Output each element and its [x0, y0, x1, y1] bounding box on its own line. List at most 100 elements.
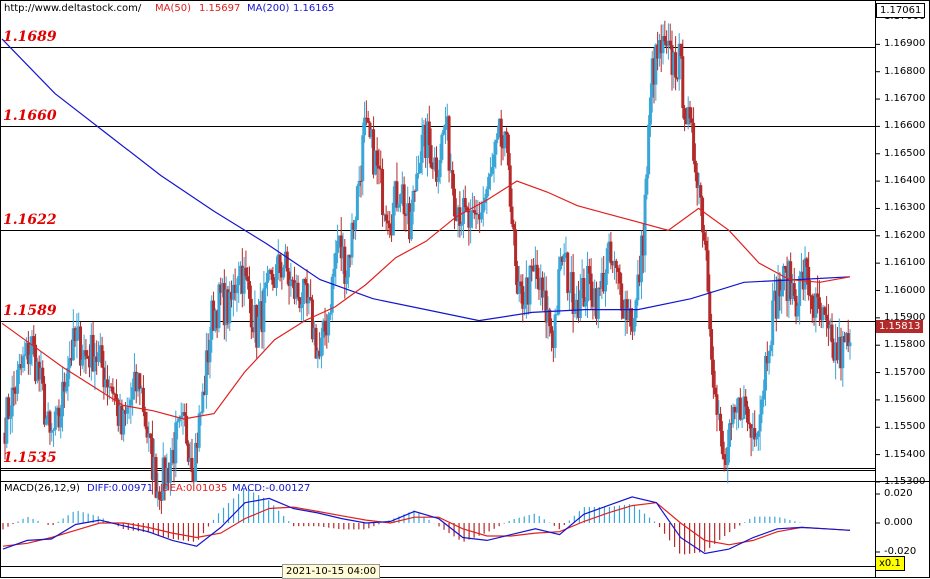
candle-body — [648, 97, 652, 125]
candle-body — [589, 273, 593, 301]
candle-body — [217, 284, 221, 329]
candle-body — [616, 267, 620, 273]
candle-body — [149, 433, 153, 439]
candle-body — [505, 131, 509, 135]
candle-body — [535, 264, 539, 280]
candle-body — [679, 43, 683, 57]
candle-body — [377, 165, 381, 169]
candle-body — [517, 281, 521, 294]
candle-body — [762, 390, 766, 400]
candle-body — [291, 279, 295, 281]
candle-body — [118, 405, 122, 426]
candle-body — [363, 117, 367, 136]
candle-body — [409, 211, 413, 240]
candle-body — [460, 223, 464, 226]
candle-body — [195, 442, 199, 448]
candle-body — [684, 119, 688, 125]
candle-body — [332, 268, 336, 277]
candle-body — [192, 472, 196, 482]
candle-body — [600, 272, 604, 289]
candle-body — [577, 299, 581, 318]
candle-body — [681, 56, 685, 109]
candle-body — [26, 342, 30, 365]
candle-body — [123, 410, 127, 414]
candle-body — [803, 258, 807, 290]
candle-body — [772, 290, 776, 301]
candle-body — [794, 295, 798, 317]
candle-body — [246, 276, 250, 282]
candle-body — [542, 290, 546, 298]
candle-body — [569, 272, 573, 292]
candle-body — [400, 184, 404, 195]
candle-body — [526, 277, 530, 305]
candle-body — [841, 336, 845, 369]
candle-body — [147, 433, 151, 438]
candle-body — [571, 272, 575, 314]
candle-body — [666, 40, 670, 47]
candle-body — [792, 283, 796, 296]
candle-body — [138, 373, 142, 389]
candle-body — [75, 329, 79, 342]
candle-body — [258, 301, 262, 317]
candle-body — [582, 278, 586, 307]
candle-body — [551, 333, 555, 348]
candle-body — [823, 307, 827, 315]
price-tick-label: 1.15700 — [884, 366, 926, 378]
candle-body — [424, 124, 428, 159]
candle-body — [564, 252, 568, 255]
candle-body — [84, 350, 88, 356]
candle-body — [557, 269, 561, 315]
candle-body — [21, 356, 25, 368]
candle-body — [37, 361, 41, 380]
candle-body — [150, 438, 154, 480]
candle-body — [352, 222, 356, 230]
candle-body — [107, 386, 111, 388]
candle-body — [472, 210, 476, 213]
price-tick-label: 1.16500 — [884, 147, 926, 159]
candle-body — [701, 197, 705, 233]
candle-body — [228, 291, 232, 324]
candle-body — [287, 271, 291, 287]
candle-body — [609, 241, 613, 264]
candle-body — [114, 394, 118, 400]
candle-body — [731, 407, 735, 424]
candle-body — [670, 45, 674, 75]
macd-tick-label: 0.000 — [884, 517, 913, 528]
candle-body — [834, 342, 838, 361]
candle-body — [478, 214, 482, 220]
candle-body — [294, 282, 298, 299]
candle-body — [548, 309, 552, 327]
candle-body — [415, 173, 419, 192]
candle-body — [267, 270, 271, 273]
source-url[interactable]: http://www.deltastock.com/ — [4, 3, 142, 14]
price-tick-label: 1.15300 — [884, 475, 926, 487]
candle-body — [32, 336, 36, 345]
candle-body — [810, 295, 814, 310]
candle-body — [438, 159, 442, 178]
candle-body — [474, 212, 478, 215]
candle-body — [120, 405, 124, 435]
candle-body — [321, 320, 325, 338]
candle-body — [285, 251, 289, 272]
candle-body — [591, 300, 595, 307]
candle-body — [17, 364, 21, 370]
candle-body — [265, 272, 269, 283]
time-label: 2021-10-15 04:00 — [282, 564, 381, 579]
candle-body — [239, 265, 243, 276]
candle-body — [733, 407, 737, 413]
candle-body — [780, 290, 784, 297]
candle-body — [323, 320, 327, 332]
candle-body — [656, 44, 660, 59]
candle-body — [512, 224, 516, 230]
candle-body — [758, 414, 762, 432]
candle-body — [7, 397, 11, 419]
candle-body — [704, 240, 708, 251]
candle-body — [434, 157, 438, 182]
price-tick-label: 1.16700 — [884, 93, 926, 105]
candle-body — [445, 116, 449, 125]
candle-body — [501, 146, 505, 149]
candle-body — [152, 457, 156, 480]
candle-body — [722, 454, 726, 460]
candle-body — [59, 416, 63, 428]
candle-body — [145, 426, 149, 438]
